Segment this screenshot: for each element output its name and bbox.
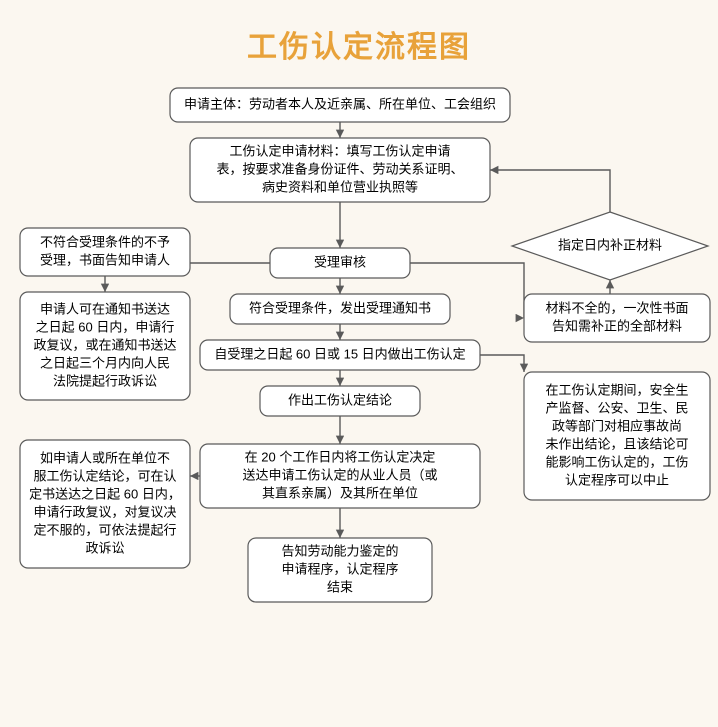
flow-node-n7: 在 20 个工作日内将工伤认定决定送达申请工伤认定的从业人员（或其直系亲属）及其… [200, 444, 480, 508]
node-text: 之日起三个月内向人民 [40, 355, 170, 370]
node-text: 不符合受理条件的不予 [40, 234, 170, 249]
flow-node-n1: 申请主体：劳动者本人及近亲属、所在单位、工会组织 [170, 88, 510, 122]
node-text: 能影响工伤认定的，工伤 [545, 454, 688, 469]
node-text: 政等部门对相应事故尚 [552, 418, 682, 433]
flow-node-nL1: 不符合受理条件的不予受理，书面告知申请人 [20, 228, 190, 276]
node-text: 申请行政复议，对复议决 [33, 504, 176, 519]
node-text: 告知需补正的全部材料 [552, 318, 682, 333]
node-text: 指定日内补正材料 [558, 237, 662, 252]
flow-edge [480, 355, 524, 372]
flow-node-n8: 告知劳动能力鉴定的申请程序，认定程序结束 [248, 538, 432, 602]
flowchart-canvas: 申请主体：劳动者本人及近亲属、所在单位、工会组织工伤认定申请材料：填写工伤认定申… [0, 78, 718, 718]
node-text: 政诉讼 [85, 540, 124, 555]
node-text: 其直系亲属）及其所在单位 [262, 485, 418, 500]
flow-node-n3: 受理审核 [270, 248, 410, 278]
node-text: 定不服的，可依法提起行 [33, 522, 176, 537]
node-text: 受理，书面告知申请人 [40, 252, 170, 267]
node-text: 如申请人或所在单位不 [40, 450, 170, 465]
flow-node-n6: 作出工伤认定结论 [260, 386, 420, 416]
node-text: 申请主体：劳动者本人及近亲属、所在单位、工会组织 [184, 96, 496, 111]
node-text: 工伤认定申请材料：填写工伤认定申请 [229, 143, 450, 158]
node-text: 受理审核 [314, 254, 366, 269]
node-text: 自受理之日起 60 日或 15 日内做出工伤认定 [214, 346, 465, 361]
node-text: 送达申请工伤认定的从业人员（或 [242, 467, 437, 482]
node-text: 病史资料和单位营业执照等 [262, 179, 418, 194]
flow-edge [490, 170, 610, 212]
node-text: 告知劳动能力鉴定的 [281, 543, 398, 558]
node-text: 申请程序，认定程序 [281, 561, 398, 576]
flow-node-n5: 自受理之日起 60 日或 15 日内做出工伤认定 [200, 340, 480, 370]
flow-node-nR3: 在工伤认定期间，安全生产监督、公安、卫生、民政等部门对相应事故尚未作出结论，且该… [524, 372, 710, 500]
flow-node-n4: 符合受理条件，发出受理通知书 [230, 294, 450, 324]
page-title: 工伤认定流程图 [0, 22, 718, 66]
node-text: 表，按要求准备身份证件、劳动关系证明、 [216, 161, 463, 176]
flow-node-nL3: 如申请人或所在单位不服工伤认定结论，可在认定书送达之日起 60 日内， 申请行政复… [20, 440, 190, 568]
node-text: 申请人可在通知书送达 [40, 301, 170, 316]
node-text: 结束 [327, 579, 353, 594]
node-text: 在工伤认定期间，安全生 [545, 382, 688, 397]
node-text: 服工伤认定结论，可在认 [33, 468, 176, 483]
flow-node-nL2: 申请人可在通知书送达之日起 60 日内，申请行政复议，或在通知书送达之日起三个月… [20, 292, 190, 400]
node-text: 未作出结论，且该结论可 [545, 436, 688, 451]
node-text: 之日起 60 日内，申请行 [36, 319, 175, 334]
node-text: 符合受理条件，发出受理通知书 [249, 300, 431, 315]
node-text: 法院提起行政诉讼 [53, 373, 157, 388]
nodes-layer: 申请主体：劳动者本人及近亲属、所在单位、工会组织工伤认定申请材料：填写工伤认定申… [20, 88, 710, 602]
node-text: 作出工伤认定结论 [288, 392, 392, 407]
node-text: 定书送达之日起 60 日内， [29, 486, 181, 501]
flow-node-nR2: 材料不全的，一次性书面告知需补正的全部材料 [524, 294, 710, 342]
flow-node-n2: 工伤认定申请材料：填写工伤认定申请表，按要求准备身份证件、劳动关系证明、病史资料… [190, 138, 490, 202]
node-text: 认定程序可以中止 [565, 472, 669, 487]
flow-diamond-d1: 指定日内补正材料 [512, 212, 708, 280]
node-text: 在 20 个工作日内将工伤认定决定 [245, 449, 436, 464]
node-text: 产监督、公安、卫生、民 [545, 400, 688, 415]
node-text: 政复议，或在通知书送达 [33, 337, 176, 352]
node-text: 材料不全的，一次性书面 [545, 300, 688, 315]
